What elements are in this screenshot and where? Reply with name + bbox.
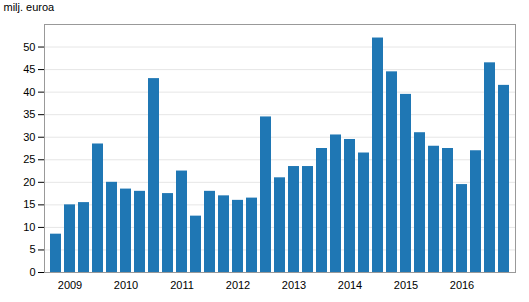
- svg-text:2010: 2010: [114, 279, 138, 291]
- svg-text:2015: 2015: [394, 279, 418, 291]
- svg-text:15: 15: [23, 198, 35, 210]
- svg-text:0: 0: [29, 266, 35, 278]
- svg-text:45: 45: [23, 63, 35, 75]
- svg-text:50: 50: [23, 41, 35, 53]
- svg-text:2014: 2014: [338, 279, 362, 291]
- svg-text:40: 40: [23, 86, 35, 98]
- svg-text:milj. euroa: milj. euroa: [4, 1, 56, 13]
- svg-text:30: 30: [23, 131, 35, 143]
- svg-text:5: 5: [29, 243, 35, 255]
- svg-text:10: 10: [23, 221, 35, 233]
- svg-text:25: 25: [23, 153, 35, 165]
- svg-text:2011: 2011: [170, 279, 194, 291]
- svg-text:35: 35: [23, 108, 35, 120]
- svg-text:2016: 2016: [450, 279, 474, 291]
- svg-text:2012: 2012: [226, 279, 250, 291]
- svg-text:2009: 2009: [58, 279, 82, 291]
- svg-text:2013: 2013: [282, 279, 306, 291]
- svg-text:20: 20: [23, 176, 35, 188]
